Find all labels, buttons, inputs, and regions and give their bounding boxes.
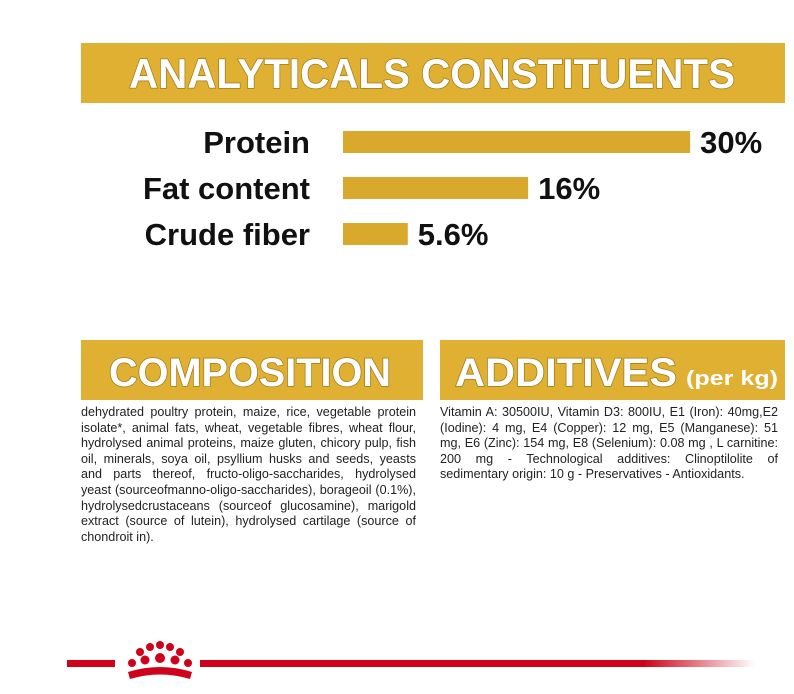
title-band	[81, 43, 785, 103]
chart-title: ANALYTICALS CONSTITUENTS	[129, 50, 735, 97]
crown-logo	[128, 641, 192, 679]
composition-band	[81, 340, 423, 400]
category-label: Protein	[203, 125, 310, 160]
footer	[67, 641, 755, 679]
category-label: Crude fiber	[145, 217, 310, 252]
value-label: 5.6%	[418, 217, 489, 252]
bar	[343, 177, 529, 199]
composition-text: dehydrated poultry protein, maize, rice,…	[81, 405, 416, 544]
bar	[343, 131, 691, 153]
additives-text: Vitamin A: 30500IU, Vitamin D3: 800IU, E…	[440, 405, 778, 482]
additives-band	[440, 340, 785, 400]
additives-unit: (per kg)	[686, 368, 778, 390]
category-label: Fat content	[143, 171, 310, 206]
value-label: 30%	[700, 125, 762, 160]
bar	[343, 223, 408, 245]
composition-title: COMPOSITION	[109, 351, 391, 395]
footer-line	[67, 660, 115, 667]
value-label: 16%	[538, 171, 600, 206]
footer-line	[200, 660, 755, 667]
additives-title: ADDITIVES	[455, 351, 677, 395]
